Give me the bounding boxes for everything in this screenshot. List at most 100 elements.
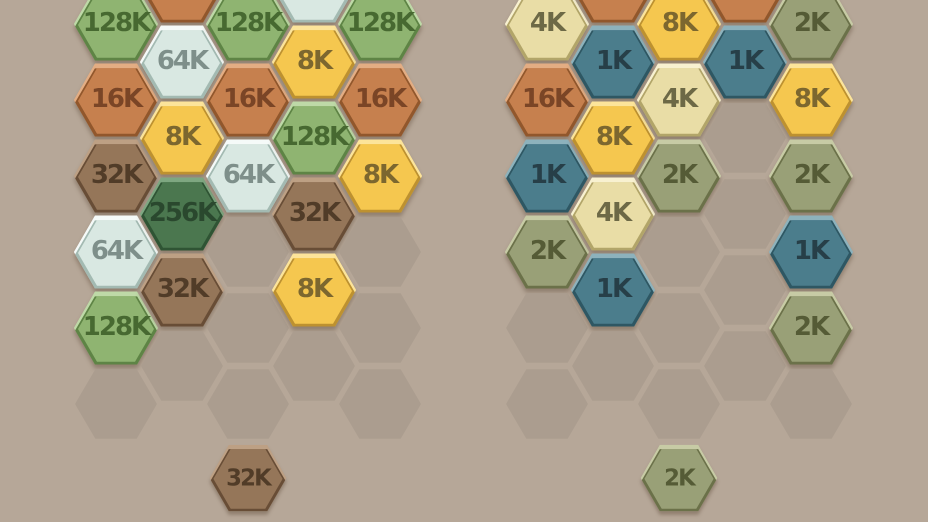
tile-value-label: 1K <box>727 46 764 76</box>
hex-face <box>341 0 419 58</box>
hex-tile-shape <box>209 444 287 512</box>
tile-8k: 8K <box>569 100 657 176</box>
empty-cell[interactable] <box>506 369 588 439</box>
hex-face <box>213 448 283 509</box>
tile-128k: 128K <box>270 100 358 176</box>
tile-8k: 8K <box>767 62 855 138</box>
tile-64k: 64K <box>204 138 292 214</box>
hex-tile-shape <box>570 25 656 99</box>
empty-cell[interactable] <box>339 369 421 439</box>
hex-tile-shape <box>73 215 159 289</box>
hex-face <box>574 0 652 20</box>
empty-cell[interactable] <box>704 331 786 401</box>
tile-8k: 8K <box>270 252 358 328</box>
board-left: 128K 16K 32K 64K 128K 64K 8K 256K 32K 128K 16K 64K 8… <box>72 0 424 522</box>
tile-2k: 2K <box>767 0 855 62</box>
empty-cell[interactable] <box>572 331 654 401</box>
tile-2k: 2K <box>503 214 591 290</box>
empty-cell[interactable] <box>770 369 852 439</box>
tile-value-label: 16K <box>354 84 407 114</box>
empty-cell[interactable] <box>273 331 355 401</box>
hex-face <box>143 182 221 248</box>
hex-face <box>209 68 287 134</box>
tile-cutoff <box>270 0 358 24</box>
hex-face <box>640 0 718 58</box>
hex-tile-shape <box>504 0 590 61</box>
empty-cell[interactable] <box>638 293 720 363</box>
tile-4k: 4K <box>503 0 591 62</box>
empty-cell[interactable] <box>506 293 588 363</box>
hex-tile-shape <box>640 444 718 512</box>
hex-tile-shape <box>73 63 159 137</box>
hex-face <box>275 30 353 96</box>
hex-face <box>574 182 652 248</box>
next-piece-tile-2k[interactable]: 2K <box>639 443 719 512</box>
hex-face <box>644 448 714 509</box>
hex-face <box>640 68 718 134</box>
hex-face <box>508 220 586 286</box>
hex-face <box>209 0 287 58</box>
empty-cell[interactable] <box>75 369 157 439</box>
hex-tile-shape <box>702 0 788 23</box>
tile-2k: 2K <box>767 290 855 366</box>
empty-cell[interactable] <box>638 369 720 439</box>
hex-tile-shape <box>271 0 357 23</box>
hex-tile-shape <box>139 253 225 327</box>
empty-cell[interactable] <box>207 369 289 439</box>
tile-value-label: 2K <box>529 236 566 266</box>
hex-face <box>574 30 652 96</box>
hex-face <box>772 296 850 362</box>
hex-face <box>77 296 155 362</box>
empty-cell[interactable] <box>704 179 786 249</box>
hex-face <box>143 0 221 20</box>
hex-tile-shape <box>636 63 722 137</box>
tile-8k: 8K <box>336 138 424 214</box>
tile-value-label: 32K <box>288 198 341 228</box>
hex-face <box>706 30 784 96</box>
hex-face <box>706 0 784 20</box>
hex-tile-shape <box>768 215 854 289</box>
tile-32k: 32K <box>138 252 226 328</box>
hex-face <box>275 182 353 248</box>
hex-tile-shape <box>73 291 159 365</box>
tile-4k: 4K <box>635 62 723 138</box>
hex-face <box>143 30 221 96</box>
tile-cutoff <box>569 0 657 24</box>
tile-value-label: 1K <box>529 160 566 190</box>
tile-value-label: 4K <box>595 198 632 228</box>
hex-tile-shape <box>337 139 423 213</box>
hex-tile-shape <box>271 253 357 327</box>
empty-cell[interactable] <box>704 103 786 173</box>
tile-value-label: 16K <box>222 84 275 114</box>
hex-tile-shape <box>570 0 656 23</box>
tile-value-label: 8K <box>296 274 333 304</box>
empty-cell[interactable] <box>704 255 786 325</box>
tile-value-label: 4K <box>661 84 698 114</box>
tile-value-label: 64K <box>222 160 275 190</box>
tile-value-label: 64K <box>90 236 143 266</box>
hex-face <box>640 144 718 210</box>
hex-face <box>508 68 586 134</box>
tile-8k: 8K <box>270 24 358 100</box>
hex-tile-shape <box>570 177 656 251</box>
hex-face <box>341 68 419 134</box>
hex-face <box>772 144 850 210</box>
tile-value-label: 16K <box>90 84 143 114</box>
tile-4k: 4K <box>569 176 657 252</box>
tile-value-label: 8K <box>661 8 698 38</box>
empty-cell[interactable] <box>638 217 720 287</box>
tile-16k: 16K <box>72 62 160 138</box>
tile-128k: 128K <box>72 290 160 366</box>
tile-value-label: 2K <box>664 463 696 491</box>
tile-8k: 8K <box>138 100 226 176</box>
hex-tile-shape <box>205 0 291 61</box>
hex-tile-shape <box>702 25 788 99</box>
tile-64k: 64K <box>72 214 160 290</box>
hex-tile-shape <box>337 63 423 137</box>
next-piece-tile-32k[interactable]: 32K <box>208 443 288 512</box>
hex-tile-shape <box>504 215 590 289</box>
tile-1k: 1K <box>701 24 789 100</box>
tile-8k: 8K <box>635 0 723 62</box>
hex-face <box>772 0 850 58</box>
hex-tile-shape <box>768 0 854 61</box>
